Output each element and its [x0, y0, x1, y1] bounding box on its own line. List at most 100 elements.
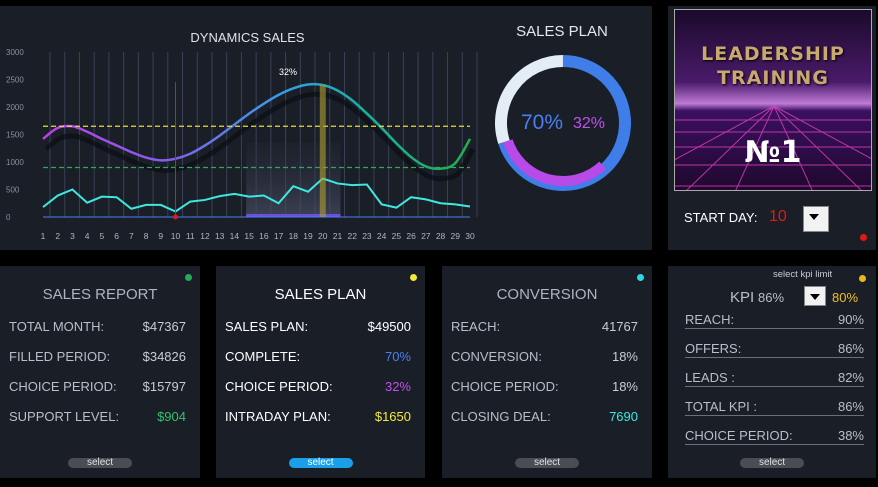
row-label: TOTAL MONTH: [9, 319, 105, 334]
kpi-status-dot [859, 275, 866, 282]
x-tick-label: 23 [362, 231, 372, 241]
card-row: INTRADAY PLAN: $1650 [225, 409, 411, 424]
current-day-bar [319, 85, 326, 217]
start-day-value: 10 [769, 208, 787, 225]
x-tick-label: 7 [129, 231, 134, 241]
x-tick-label: 12 [200, 231, 210, 241]
x-tick-label: 8 [144, 231, 149, 241]
row-label: REACH: [451, 319, 501, 334]
row-value: 32% [384, 379, 411, 394]
sales-curve-series [42, 82, 472, 171]
card-row: CHOICE PERIOD: $15797 [9, 379, 186, 394]
kpi-limit-hint: select kpi limit [773, 269, 833, 280]
y-tick-label: 3000 [6, 48, 24, 57]
x-tick-label: 26 [406, 231, 416, 241]
donut-remaining-slice [495, 55, 564, 145]
x-tick-label: 14 [230, 231, 240, 241]
kpi-row-label: TOTAL KPI : [685, 399, 758, 414]
x-tick-label: 29 [451, 231, 461, 241]
leadership-training-image[interactable]: LEADERSHIP TRAINING №1 [674, 9, 872, 191]
daily-sales-series [42, 177, 471, 213]
x-tick-label: 21 [333, 231, 343, 241]
x-tick-label: 15 [244, 231, 254, 241]
kpi-label: KPI [730, 289, 755, 306]
row-value: $15797 [142, 379, 186, 394]
kpi-row-value: 82% [837, 370, 864, 385]
x-tick-label: 22 [347, 231, 357, 241]
sales-plan-title: SALES PLAN [516, 23, 608, 40]
x-tick-label: 28 [436, 231, 446, 241]
kpi-row: CHOICE PERIOD: 38% [685, 428, 864, 445]
card-row: FILLED PERIOD: $34826 [9, 349, 186, 364]
x-tick-label: 18 [289, 231, 299, 241]
y-tick-label: 2500 [6, 76, 24, 85]
row-label: CONVERSION: [451, 349, 543, 364]
grid-graphic [675, 105, 871, 190]
x-tick-label: 5 [100, 231, 105, 241]
card-title: CONVERSION [496, 286, 598, 303]
row-label: COMPLETE: [225, 349, 301, 364]
x-tick-label: 25 [392, 231, 402, 241]
status-dot [860, 234, 867, 241]
y-tick-label: 0 [6, 213, 11, 222]
y-tick-label: 1000 [6, 158, 24, 167]
row-label: CHOICE PERIOD: [451, 379, 559, 394]
row-value: 70% [384, 349, 411, 364]
start-day-dropdown[interactable] [803, 206, 829, 232]
x-tick-label: 27 [421, 231, 431, 241]
row-label: FILLED PERIOD: [9, 349, 111, 364]
x-tick-label: 24 [377, 231, 387, 241]
x-tick-label: 9 [158, 231, 163, 241]
card-status-dot [637, 274, 644, 281]
kpi-row-label: REACH: [685, 312, 735, 327]
kpi-row: TOTAL KPI : 86% [685, 399, 864, 416]
x-tick-label: 2 [55, 231, 60, 241]
x-tick-label: 30 [465, 231, 475, 241]
start-day-dot [173, 214, 179, 220]
card-row: REACH: 41767 [451, 319, 638, 334]
card-row: CLOSING DEAL: 7690 [451, 409, 638, 424]
image-number: №1 [744, 135, 802, 170]
promo-panel: LEADERSHIP TRAINING №1 START DAY: 10 [668, 6, 876, 250]
sales-plan-donut [495, 55, 631, 191]
x-tick-label: 16 [259, 231, 269, 241]
kpi-row: LEADS : 82% [685, 370, 864, 387]
card-row: TOTAL MONTH: $47367 [9, 319, 186, 334]
row-value: $34826 [142, 349, 186, 364]
card-select-button[interactable]: select [288, 458, 353, 468]
kpi-row-value: 90% [837, 312, 864, 327]
row-value: $1650 [374, 409, 411, 424]
y-tick-label: 1500 [6, 131, 24, 140]
card-sales-plan: SALES PLAN SALES PLAN: $49500 COMPLETE: 70% C… [216, 266, 425, 478]
card-sales-report: SALES REPORT TOTAL MONTH: $47367 FILLED PER… [0, 266, 200, 478]
card-conversion: CONVERSION REACH: 41767 CONVERSION: 18% CHOIC… [442, 266, 652, 478]
row-value: 7690 [609, 409, 638, 424]
x-tick-label: 11 [186, 231, 195, 241]
kpi-row: REACH: 90% [685, 312, 864, 329]
card-row: SUPPORT LEVEL: $904 [9, 409, 186, 424]
card-row: COMPLETE: 70% [225, 349, 411, 364]
kpi-row-label: LEADS : [685, 370, 735, 385]
kpi-row-value: 86% [837, 399, 864, 414]
kpi-limit-dropdown[interactable] [804, 286, 826, 306]
kpi-card: select kpi limit KPI 86% 80% REACH: 90% OF… [668, 266, 876, 478]
row-value: 18% [611, 379, 638, 394]
card-select-button[interactable]: select [68, 458, 132, 468]
row-label: SUPPORT LEVEL: [9, 409, 120, 424]
curve-shadow [44, 91, 476, 182]
card-title: SALES PLAN [274, 286, 367, 303]
card-status-dot [185, 274, 192, 281]
row-label: CHOICE PERIOD: [225, 379, 333, 394]
row-label: CHOICE PERIOD: [9, 379, 117, 394]
x-tick-label: 1 [41, 231, 46, 241]
chart-annotation: 32% [279, 67, 297, 77]
row-value: 18% [611, 349, 638, 364]
x-tick-label: 17 [274, 231, 284, 241]
donut-choice-period-slice [503, 139, 607, 186]
card-row: CHOICE PERIOD: 32% [225, 379, 411, 394]
x-tick-label: 10 [171, 231, 181, 241]
card-select-button[interactable]: select [515, 458, 579, 468]
kpi-select-button[interactable]: select [740, 458, 804, 468]
card-status-dot [410, 274, 417, 281]
